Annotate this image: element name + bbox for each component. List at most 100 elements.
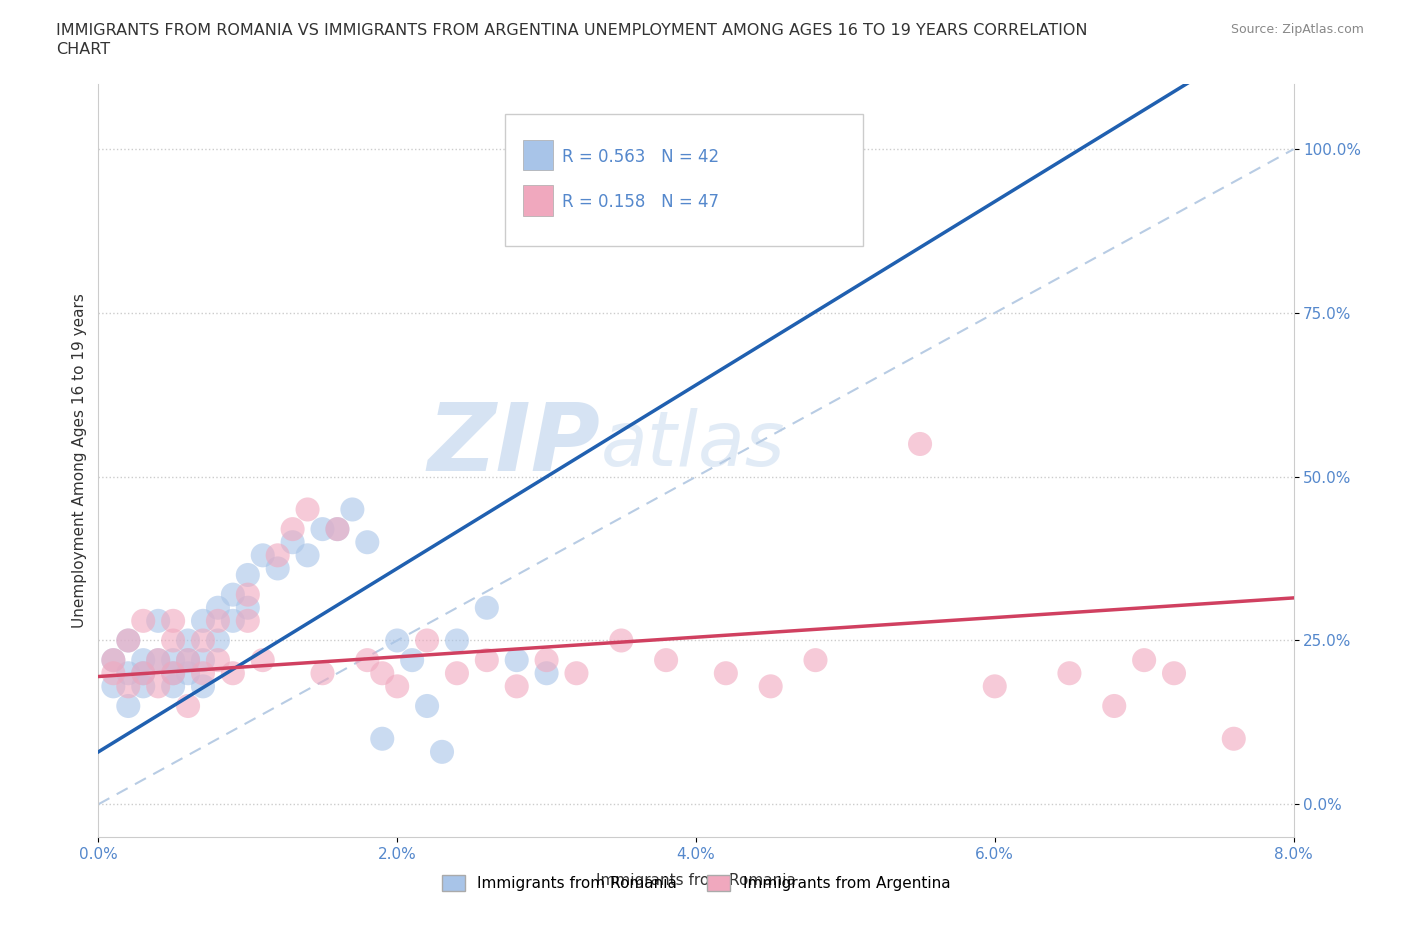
Point — [326, 522, 349, 537]
Point — [565, 666, 588, 681]
Point — [132, 653, 155, 668]
Point — [297, 502, 319, 517]
Point — [385, 679, 409, 694]
Point — [267, 561, 290, 576]
Point — [1104, 698, 1126, 713]
Point — [117, 679, 139, 694]
Point — [162, 633, 184, 648]
Point — [103, 653, 125, 668]
Point — [714, 666, 737, 681]
Point — [177, 653, 200, 668]
Point — [506, 679, 529, 694]
Point — [117, 698, 139, 713]
Point — [342, 502, 364, 517]
Text: CHART: CHART — [56, 42, 110, 57]
Point — [908, 436, 931, 451]
Text: atlas: atlas — [600, 408, 785, 483]
Point — [1163, 666, 1185, 681]
Point — [222, 614, 245, 629]
Point — [148, 679, 170, 694]
Point — [132, 679, 155, 694]
Point — [430, 744, 453, 759]
Bar — [523, 140, 553, 170]
Point — [132, 666, 155, 681]
Point — [162, 614, 184, 629]
Point — [177, 698, 200, 713]
Point — [475, 600, 498, 615]
Point — [222, 587, 245, 602]
Point — [207, 614, 229, 629]
Point — [506, 653, 529, 668]
Text: Source: ZipAtlas.com: Source: ZipAtlas.com — [1230, 23, 1364, 36]
Point — [536, 653, 558, 668]
Point — [191, 633, 214, 648]
Point — [311, 666, 333, 681]
Point — [475, 653, 498, 668]
Point — [148, 653, 170, 668]
Point — [984, 679, 1007, 694]
Point — [132, 666, 155, 681]
Point — [1223, 731, 1246, 746]
Point — [236, 600, 259, 615]
Point — [207, 600, 229, 615]
Point — [177, 633, 200, 648]
Point — [117, 666, 139, 681]
Point — [207, 653, 229, 668]
Point — [103, 679, 125, 694]
Point — [236, 614, 259, 629]
Point — [446, 666, 468, 681]
Point — [326, 522, 349, 537]
Point — [207, 633, 229, 648]
Point — [446, 633, 468, 648]
Point — [117, 633, 139, 648]
Point — [655, 653, 678, 668]
Point — [162, 653, 184, 668]
Point — [162, 666, 184, 681]
Point — [385, 633, 409, 648]
Point — [759, 679, 782, 694]
Point — [1059, 666, 1081, 681]
Point — [191, 666, 214, 681]
Point — [103, 653, 125, 668]
Point — [267, 548, 290, 563]
Point — [177, 653, 200, 668]
Point — [252, 548, 274, 563]
Point — [236, 567, 259, 582]
X-axis label: Immigrants from Romania: Immigrants from Romania — [596, 873, 796, 888]
Point — [311, 522, 333, 537]
Point — [148, 614, 170, 629]
Point — [222, 666, 245, 681]
Point — [236, 587, 259, 602]
Point — [416, 698, 439, 713]
Point — [610, 633, 633, 648]
Point — [191, 679, 214, 694]
Point — [117, 633, 139, 648]
Point — [132, 614, 155, 629]
Text: R = 0.563   N = 42: R = 0.563 N = 42 — [562, 148, 720, 166]
Point — [191, 653, 214, 668]
Point — [356, 653, 378, 668]
Point — [103, 666, 125, 681]
Point — [297, 548, 319, 563]
Point — [252, 653, 274, 668]
Point — [162, 679, 184, 694]
Point — [536, 666, 558, 681]
Point — [148, 653, 170, 668]
Point — [162, 666, 184, 681]
Point — [1133, 653, 1156, 668]
Bar — [523, 185, 553, 216]
Text: IMMIGRANTS FROM ROMANIA VS IMMIGRANTS FROM ARGENTINA UNEMPLOYMENT AMONG AGES 16 : IMMIGRANTS FROM ROMANIA VS IMMIGRANTS FR… — [56, 23, 1088, 38]
Point — [356, 535, 378, 550]
Point — [281, 522, 304, 537]
Y-axis label: Unemployment Among Ages 16 to 19 years: Unemployment Among Ages 16 to 19 years — [72, 293, 87, 628]
Point — [371, 666, 394, 681]
Point — [401, 653, 423, 668]
Point — [371, 731, 394, 746]
Point — [416, 633, 439, 648]
FancyBboxPatch shape — [505, 113, 863, 246]
Legend: Immigrants from Romania, Immigrants from Argentina: Immigrants from Romania, Immigrants from… — [436, 869, 956, 897]
Text: ZIP: ZIP — [427, 399, 600, 491]
Text: R = 0.158   N = 47: R = 0.158 N = 47 — [562, 193, 718, 211]
Point — [281, 535, 304, 550]
Point — [191, 614, 214, 629]
